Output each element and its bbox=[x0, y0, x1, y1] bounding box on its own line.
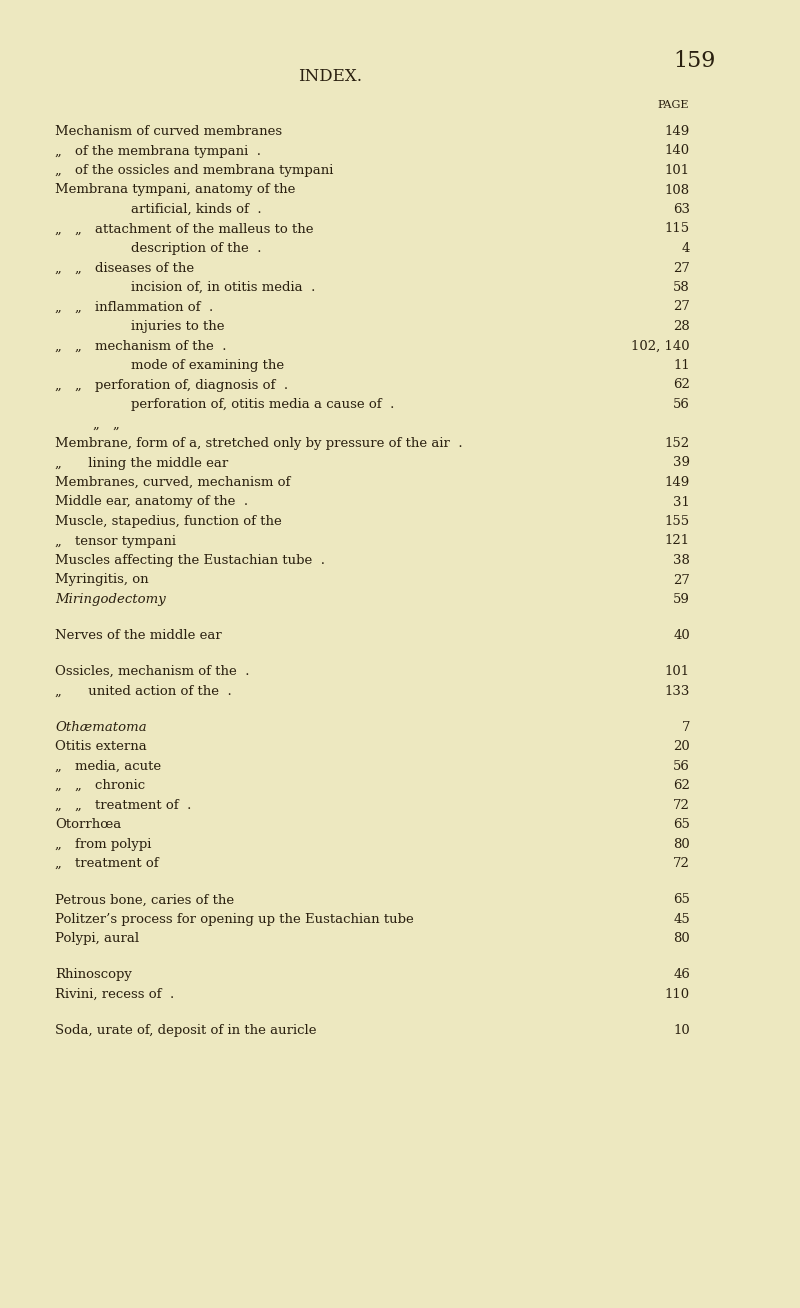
Text: 28: 28 bbox=[674, 320, 690, 334]
Text: 7: 7 bbox=[682, 721, 690, 734]
Text: Ossicles, mechanism of the  .: Ossicles, mechanism of the . bbox=[55, 666, 250, 678]
Text: Otorrhœa: Otorrhœa bbox=[55, 819, 122, 831]
Text: 62: 62 bbox=[673, 378, 690, 391]
Text: Rivini, recess of  .: Rivini, recess of . bbox=[55, 988, 174, 1001]
Text: perforation of, otitis media a cause of  .: perforation of, otitis media a cause of … bbox=[131, 398, 394, 411]
Text: 101: 101 bbox=[665, 164, 690, 177]
Text: 101: 101 bbox=[665, 666, 690, 678]
Text: 4: 4 bbox=[682, 242, 690, 255]
Text: 159: 159 bbox=[674, 50, 716, 72]
Text: 20: 20 bbox=[674, 740, 690, 753]
Text: Middle ear, anatomy of the  .: Middle ear, anatomy of the . bbox=[55, 496, 248, 509]
Text: „ „ inflammation of  .: „ „ inflammation of . bbox=[55, 301, 214, 314]
Text: artificial, kinds of  .: artificial, kinds of . bbox=[131, 203, 262, 216]
Text: Soda, urate of, deposit of in the auricle: Soda, urate of, deposit of in the auricl… bbox=[55, 1024, 317, 1037]
Text: „ „ diseases of the: „ „ diseases of the bbox=[55, 262, 194, 275]
Text: Othæmatoma: Othæmatoma bbox=[55, 721, 146, 734]
Text: 149: 149 bbox=[665, 126, 690, 139]
Text: 140: 140 bbox=[665, 144, 690, 157]
Text: Myringitis, on: Myringitis, on bbox=[55, 573, 149, 586]
Text: 133: 133 bbox=[665, 684, 690, 697]
Text: 27: 27 bbox=[673, 573, 690, 586]
Text: Muscle, stapedius, function of the: Muscle, stapedius, function of the bbox=[55, 515, 282, 528]
Text: 152: 152 bbox=[665, 437, 690, 450]
Text: „ „ treatment of  .: „ „ treatment of . bbox=[55, 799, 191, 812]
Text: „ media, acute: „ media, acute bbox=[55, 760, 161, 773]
Text: injuries to the: injuries to the bbox=[131, 320, 225, 334]
Text: 102, 140: 102, 140 bbox=[631, 340, 690, 352]
Text: 115: 115 bbox=[665, 222, 690, 235]
Text: Politzer’s process for opening up the Eustachian tube: Politzer’s process for opening up the Eu… bbox=[55, 913, 414, 926]
Text: 149: 149 bbox=[665, 476, 690, 489]
Text: PAGE: PAGE bbox=[658, 99, 689, 110]
Text: mode of examining the: mode of examining the bbox=[131, 358, 284, 371]
Text: 65: 65 bbox=[673, 819, 690, 831]
Text: 11: 11 bbox=[674, 358, 690, 371]
Text: „ tensor tympani: „ tensor tympani bbox=[55, 535, 176, 548]
Text: „ „: „ „ bbox=[93, 417, 120, 430]
Text: 59: 59 bbox=[673, 593, 690, 606]
Text: „ of the membrana tympani  .: „ of the membrana tympani . bbox=[55, 144, 261, 157]
Text: 110: 110 bbox=[665, 988, 690, 1001]
Text: Polypi, aural: Polypi, aural bbox=[55, 933, 139, 946]
Text: 27: 27 bbox=[673, 301, 690, 314]
Text: 72: 72 bbox=[673, 799, 690, 812]
Text: „  united action of the  .: „ united action of the . bbox=[55, 684, 232, 697]
Text: Otitis externa: Otitis externa bbox=[55, 740, 146, 753]
Text: Membrana tympani, anatomy of the: Membrana tympani, anatomy of the bbox=[55, 183, 295, 196]
Text: „ treatment of: „ treatment of bbox=[55, 857, 158, 870]
Text: 56: 56 bbox=[673, 760, 690, 773]
Text: 65: 65 bbox=[673, 893, 690, 906]
Text: Mechanism of curved membranes: Mechanism of curved membranes bbox=[55, 126, 282, 139]
Text: „ „ mechanism of the  .: „ „ mechanism of the . bbox=[55, 340, 226, 352]
Text: 40: 40 bbox=[674, 629, 690, 642]
Text: 38: 38 bbox=[673, 555, 690, 566]
Text: „ from polypi: „ from polypi bbox=[55, 837, 151, 850]
Text: 63: 63 bbox=[673, 203, 690, 216]
Text: Membranes, curved, mechanism of: Membranes, curved, mechanism of bbox=[55, 476, 290, 489]
Text: 121: 121 bbox=[665, 535, 690, 548]
Text: „ „ perforation of, diagnosis of  .: „ „ perforation of, diagnosis of . bbox=[55, 378, 288, 391]
Text: 46: 46 bbox=[673, 968, 690, 981]
Text: 58: 58 bbox=[674, 281, 690, 294]
Text: 155: 155 bbox=[665, 515, 690, 528]
Text: 56: 56 bbox=[673, 398, 690, 411]
Text: Muscles affecting the Eustachian tube  .: Muscles affecting the Eustachian tube . bbox=[55, 555, 325, 566]
Text: „ „ attachment of the malleus to the: „ „ attachment of the malleus to the bbox=[55, 222, 314, 235]
Text: 72: 72 bbox=[673, 857, 690, 870]
Text: „ „ chronic: „ „ chronic bbox=[55, 780, 145, 793]
Text: Rhinoscopy: Rhinoscopy bbox=[55, 968, 132, 981]
Text: Nerves of the middle ear: Nerves of the middle ear bbox=[55, 629, 222, 642]
Text: INDEX.: INDEX. bbox=[298, 68, 362, 85]
Text: incision of, in otitis media  .: incision of, in otitis media . bbox=[131, 281, 315, 294]
Text: 31: 31 bbox=[673, 496, 690, 509]
Text: 62: 62 bbox=[673, 780, 690, 793]
Text: 80: 80 bbox=[674, 837, 690, 850]
Text: „ of the ossicles and membrana tympani: „ of the ossicles and membrana tympani bbox=[55, 164, 334, 177]
Text: 108: 108 bbox=[665, 183, 690, 196]
Text: description of the  .: description of the . bbox=[131, 242, 262, 255]
Text: Membrane, form of a, stretched only by pressure of the air  .: Membrane, form of a, stretched only by p… bbox=[55, 437, 462, 450]
Text: 39: 39 bbox=[673, 456, 690, 470]
Text: 45: 45 bbox=[674, 913, 690, 926]
Text: Petrous bone, caries of the: Petrous bone, caries of the bbox=[55, 893, 234, 906]
Text: 10: 10 bbox=[674, 1024, 690, 1037]
Text: 27: 27 bbox=[673, 262, 690, 275]
Text: Miringodectomy: Miringodectomy bbox=[55, 593, 166, 606]
Text: 80: 80 bbox=[674, 933, 690, 946]
Text: „  lining the middle ear: „ lining the middle ear bbox=[55, 456, 228, 470]
